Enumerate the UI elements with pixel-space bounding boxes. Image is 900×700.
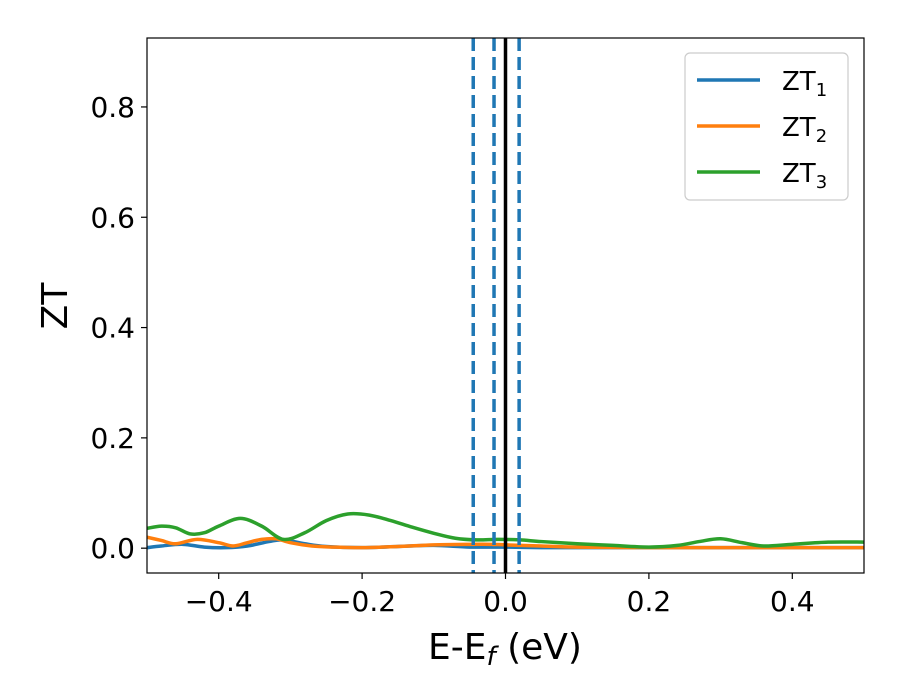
legend-label-zt3: ZT3 xyxy=(782,159,827,193)
x-tick-label: 0.4 xyxy=(770,585,815,618)
legend-label-zt2: ZT2 xyxy=(782,113,827,147)
y-tick-label: 0.4 xyxy=(90,312,135,345)
y-tick-label: 0.0 xyxy=(90,532,135,565)
x-tick-label: −0.2 xyxy=(328,585,396,618)
y-tick-label: 0.6 xyxy=(90,201,135,234)
x-tick-label: 0.0 xyxy=(483,585,528,618)
x-tick-label: −0.4 xyxy=(185,585,253,618)
series-line-zt2 xyxy=(147,535,864,550)
series-line-zt3 xyxy=(147,511,864,549)
legend-label-zt1: ZT1 xyxy=(782,67,827,101)
x-tick-label: 0.2 xyxy=(627,585,672,618)
y-tick-label: 0.2 xyxy=(90,422,135,455)
y-axis-title: ZT xyxy=(35,282,76,330)
x-axis-title: E-Ef (eV) xyxy=(428,627,582,672)
legend-box xyxy=(684,52,849,201)
y-tick-label: 0.8 xyxy=(90,91,135,124)
legend: ZT1 ZT2 ZT3 xyxy=(684,52,849,201)
